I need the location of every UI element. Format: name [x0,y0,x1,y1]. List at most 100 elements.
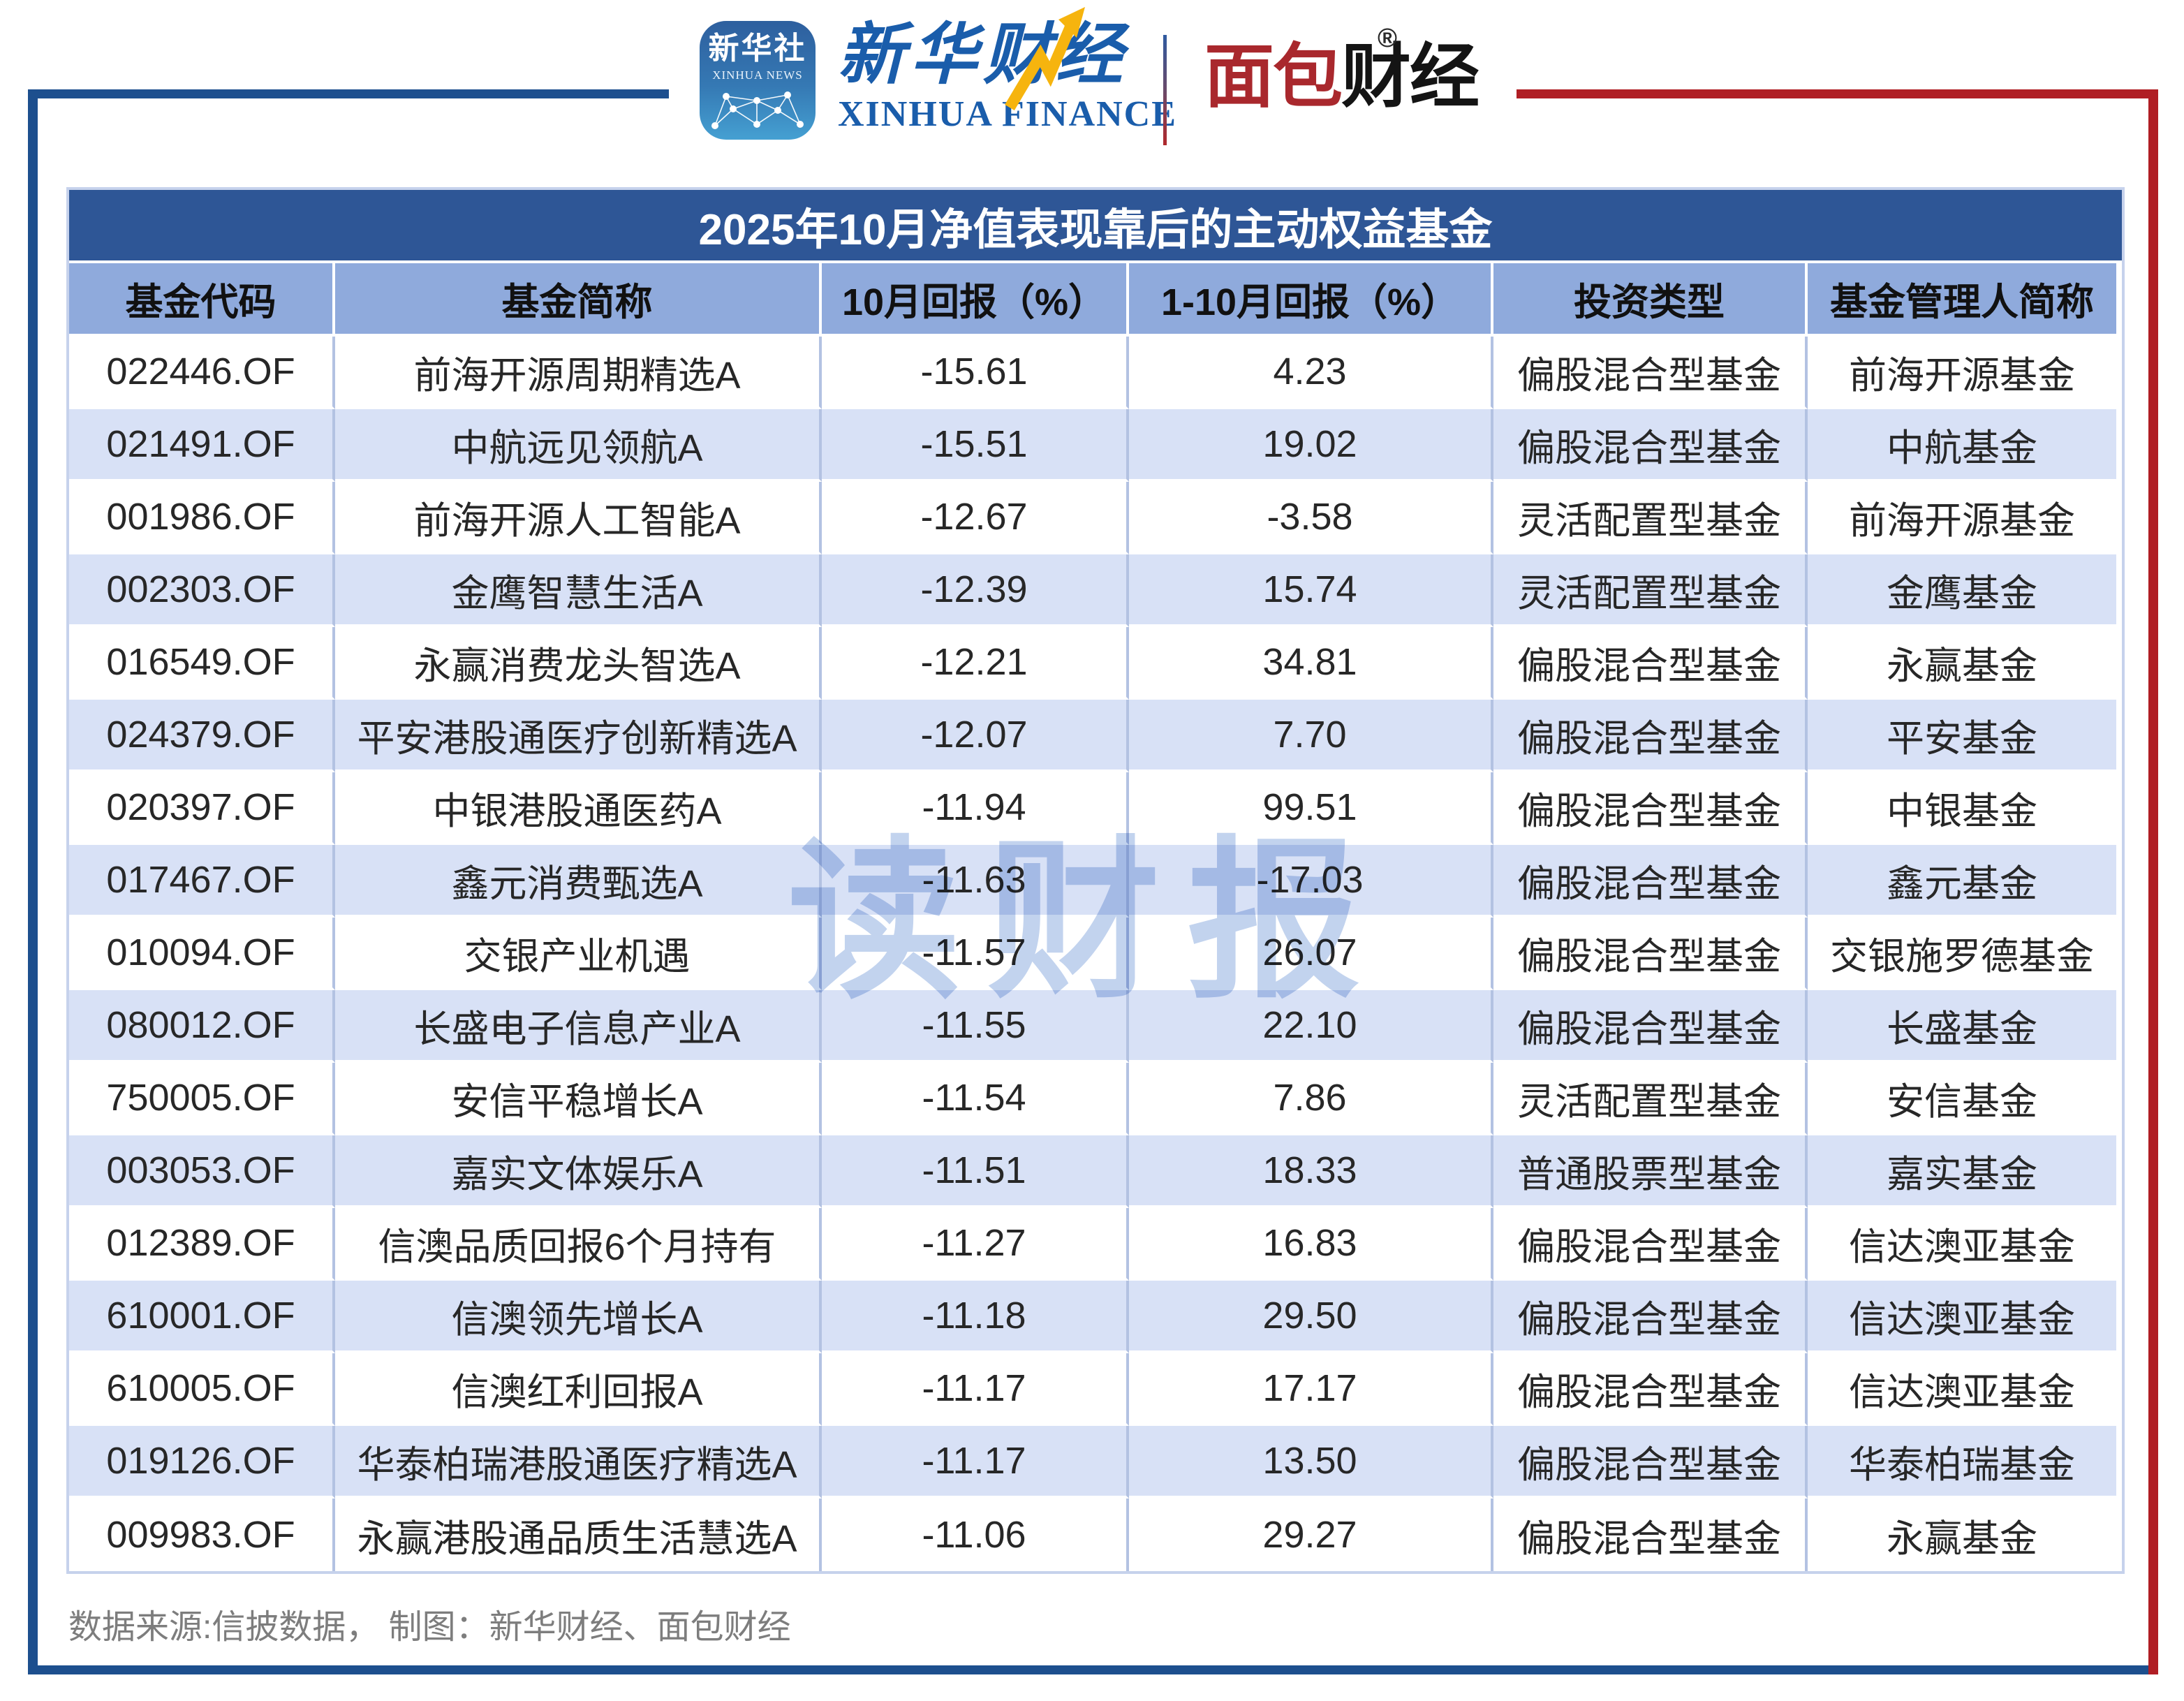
table-cell: 29.50 [1129,1281,1493,1353]
frame-bottom-blue [28,1665,2148,1674]
table-cell: 金鹰智慧生活A [335,554,822,627]
xinhua-news-en: XINHUA NEWS [712,68,803,82]
mianbao-cn-red: 面包 [1204,38,1343,116]
fund-table: 2025年10月净值表现靠后的主动权益基金 基金代码 基金简称 10月回报（%） 1-… [66,187,2125,1574]
table-cell: 15.74 [1129,554,1493,627]
table-cell: 前海开源基金 [1808,337,2116,409]
table-cell: 19.02 [1129,409,1493,482]
table-cell: 016549.OF [69,627,335,700]
table-cell: -11.17 [822,1426,1129,1498]
mianbao-finance-logo: 面包财经 ® [1204,24,1480,126]
table-cell: 009983.OF [69,1498,335,1571]
table-cell: -15.51 [822,409,1129,482]
registered-mark: ® [1378,24,1397,53]
table-cell: 750005.OF [69,1063,335,1135]
table-cell: -11.27 [822,1208,1129,1281]
table-cell: 偏股混合型基金 [1493,337,1808,409]
xinhua-finance-cn: 新华财经 [838,17,1128,92]
table-grid: 基金代码 基金简称 10月回报（%） 1-10月回报（%） 投资类型 基金管理人简称 022… [69,263,2122,1571]
xinhua-news-cn: 新华社 [708,31,807,66]
table-cell: -11.51 [822,1135,1129,1208]
table-cell: 长盛基金 [1808,990,2116,1063]
table-cell: 偏股混合型基金 [1493,409,1808,482]
table-cell: 交银产业机遇 [335,918,822,990]
table-cell: 610001.OF [69,1281,335,1353]
table-cell: -12.39 [822,554,1129,627]
table-cell: 010094.OF [69,918,335,990]
table-cell: 鑫元消费甄选A [335,845,822,918]
column-header: 1-10月回报（%） [1129,263,1493,337]
table-cell: -11.55 [822,990,1129,1063]
table-cell: -11.94 [822,772,1129,845]
table-cell: -12.07 [822,700,1129,772]
logo-divider [1163,35,1167,145]
table-title: 2025年10月净值表现靠后的主动权益基金 [69,190,2122,263]
table-cell: 003053.OF [69,1135,335,1208]
table-cell: 鑫元基金 [1808,845,2116,918]
table-cell: 灵活配置型基金 [1493,554,1808,627]
table-cell: 永赢消费龙头智选A [335,627,822,700]
table-cell: 7.70 [1129,700,1493,772]
table-cell: 34.81 [1129,627,1493,700]
table-cell: 信澳领先增长A [335,1281,822,1353]
table-cell: 中航基金 [1808,409,2116,482]
table-cell: 4.23 [1129,337,1493,409]
table-cell: 灵活配置型基金 [1493,1063,1808,1135]
table-cell: 交银施罗德基金 [1808,918,2116,990]
table-cell: -11.57 [822,918,1129,990]
table-cell: 610005.OF [69,1353,335,1426]
table-cell: 金鹰基金 [1808,554,2116,627]
table-cell: -3.58 [1129,482,1493,554]
table-cell: -17.03 [1129,845,1493,918]
xinhua-news-logo-icon: 新华社 XINHUA NEWS [700,21,816,140]
table-cell: 偏股混合型基金 [1493,1208,1808,1281]
table-cell: 偏股混合型基金 [1493,845,1808,918]
table-cell: 99.51 [1129,772,1493,845]
table-cell: 平安港股通医疗创新精选A [335,700,822,772]
table-cell: 26.07 [1129,918,1493,990]
frame-top-left-blue [28,89,669,98]
table-cell: 前海开源周期精选A [335,337,822,409]
table-cell: 022446.OF [69,337,335,409]
xinhua-finance-logo: 新华财经 XINHUA FINANCE [838,7,1177,135]
column-header: 投资类型 [1493,263,1808,337]
table-cell: 偏股混合型基金 [1493,1426,1808,1498]
table-cell: 17.17 [1129,1353,1493,1426]
table-cell: 22.10 [1129,990,1493,1063]
rising-arrow-icon [1005,7,1085,110]
table-cell: 华泰柏瑞港股通医疗精选A [335,1426,822,1498]
table-cell: 永赢基金 [1808,627,2116,700]
table-cell: 偏股混合型基金 [1493,1353,1808,1426]
table-cell: 中航远见领航A [335,409,822,482]
source-note: 数据来源:信披数据， 制图：新华财经、面包财经 [68,1609,791,1646]
table-cell: 永赢基金 [1808,1498,2116,1571]
table-cell: 平安基金 [1808,700,2116,772]
table-cell: 偏股混合型基金 [1493,1281,1808,1353]
table-cell: 偏股混合型基金 [1493,627,1808,700]
column-header: 基金管理人简称 [1808,263,2116,337]
table-cell: -11.63 [822,845,1129,918]
column-header: 10月回报（%） [822,263,1129,337]
table-cell: 020397.OF [69,772,335,845]
table-cell: 前海开源人工智能A [335,482,822,554]
table-cell: 16.83 [1129,1208,1493,1281]
mianbao-cn-black: 财经 [1341,38,1480,116]
table-cell: -11.17 [822,1353,1129,1426]
table-cell: -11.54 [822,1063,1129,1135]
column-header: 基金代码 [69,263,335,337]
table-cell: 002303.OF [69,554,335,627]
table-cell: -12.21 [822,627,1129,700]
table-cell: 中银港股通医药A [335,772,822,845]
table-cell: 长盛电子信息产业A [335,990,822,1063]
table-cell: 偏股混合型基金 [1493,700,1808,772]
table-cell: 安信基金 [1808,1063,2116,1135]
table-cell: 华泰柏瑞基金 [1808,1426,2116,1498]
table-cell: 019126.OF [69,1426,335,1498]
table-cell: 信澳品质回报6个月持有 [335,1208,822,1281]
table-cell: 安信平稳增长A [335,1063,822,1135]
table-cell: 嘉实基金 [1808,1135,2116,1208]
frame-right-red [2148,89,2158,1674]
table-cell: -11.06 [822,1498,1129,1571]
xinhua-finance-en: XINHUA FINANCE [838,94,1177,134]
